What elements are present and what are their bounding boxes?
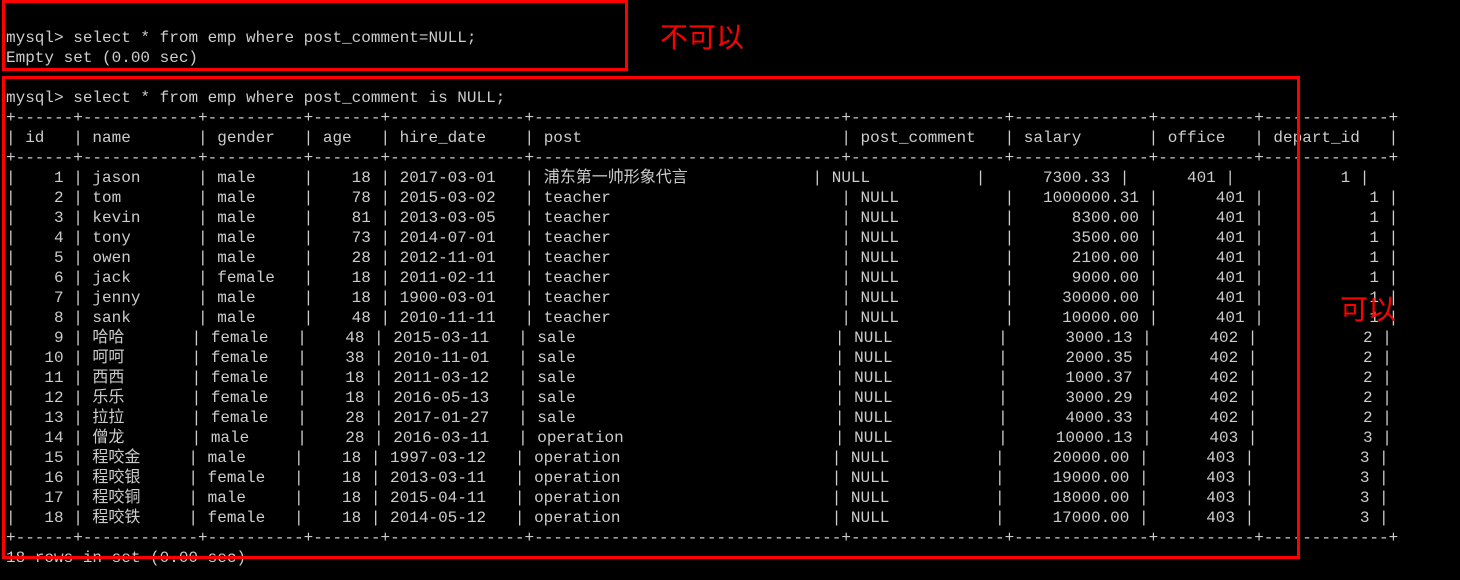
query2-line: mysql> select * from emp where post_comm… [6, 89, 505, 107]
mysql-prompt: mysql> [6, 29, 73, 47]
terminal-output: mysql> select * from emp where post_comm… [0, 0, 1460, 576]
query1-result: Empty set (0.00 sec) [6, 49, 198, 67]
result-table: +------+------------+----------+-------+… [6, 109, 1398, 547]
annotation-wrong: 不可以 [660, 28, 744, 48]
query1-line: mysql> select * from emp where post_comm… [6, 29, 476, 47]
query1-sql: select * from emp where post_comment=NUL… [73, 29, 476, 47]
annotation-correct: 可以 [1340, 300, 1396, 320]
mysql-prompt: mysql> [6, 89, 73, 107]
query2-sql: select * from emp where post_comment is … [73, 89, 505, 107]
result-footer: 18 rows in set (0.00 sec) [6, 549, 246, 567]
